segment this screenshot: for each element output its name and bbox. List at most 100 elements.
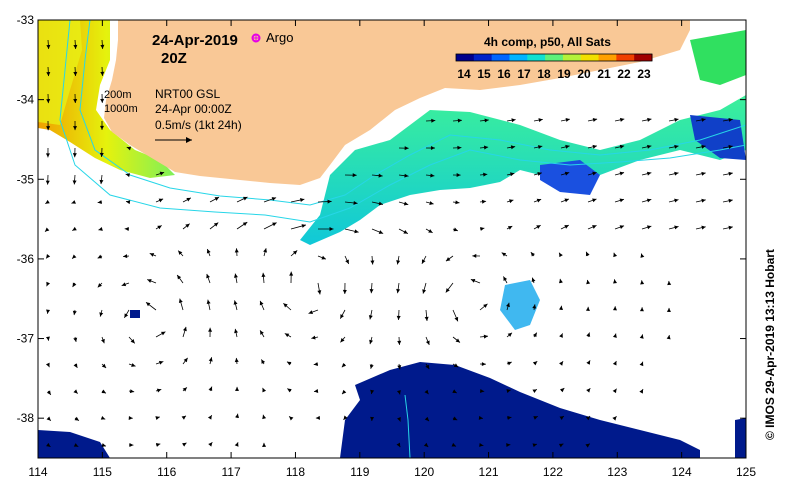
colorbar-segment — [527, 54, 546, 61]
current-arrow — [259, 330, 265, 338]
current-arrow — [287, 388, 292, 393]
current-arrow — [100, 39, 105, 49]
colorbar-title: 4h comp, p50, All Sats — [484, 35, 611, 49]
current-arrow — [695, 225, 706, 230]
current-arrow — [234, 357, 239, 365]
current-arrow — [182, 387, 188, 392]
current-arrow — [559, 305, 564, 311]
scale-arrow — [155, 137, 192, 143]
current-arrow — [587, 198, 597, 203]
current-arrow — [532, 443, 538, 448]
current-arrow — [101, 363, 107, 369]
argo-label: Argo — [266, 30, 293, 45]
current-arrow — [612, 360, 617, 366]
current-arrow — [176, 274, 184, 284]
current-arrow — [614, 117, 625, 122]
current-arrow — [182, 326, 187, 338]
current-arrow — [532, 304, 537, 311]
current-arrow — [236, 221, 248, 230]
current-arrow — [100, 93, 105, 103]
current-arrow — [45, 174, 50, 185]
current-arrow — [45, 336, 50, 341]
sst-cool-patch-far-east — [690, 115, 746, 160]
current-arrow — [396, 442, 401, 448]
isobath-south — [404, 394, 411, 458]
sst-cold-south — [340, 362, 700, 458]
current-arrow — [46, 309, 51, 314]
longitude-axis: 114 115 116 117 118 119 120 121 122 123 124 125 — [28, 20, 756, 479]
current-arrow — [479, 442, 484, 447]
current-arrow — [155, 388, 162, 393]
current-arrow — [125, 173, 131, 178]
current-arrow — [208, 386, 213, 392]
current-arrow — [368, 309, 373, 320]
current-arrow — [559, 333, 563, 338]
current-arrow — [560, 144, 570, 149]
current-arrow — [668, 117, 679, 122]
lon-tick-label: 118 — [286, 465, 305, 479]
current-arrow — [341, 362, 347, 368]
lat-tick-label: -34 — [17, 93, 35, 107]
current-arrow — [342, 282, 347, 294]
current-arrow — [182, 357, 188, 365]
colorbar-segment — [616, 54, 635, 61]
current-arrow — [425, 118, 436, 123]
current-arrow — [397, 363, 402, 370]
current-arrow — [308, 309, 319, 314]
current-arrow — [339, 309, 346, 319]
current-arrow — [479, 334, 489, 339]
current-arrow — [344, 173, 357, 178]
current-arrow — [46, 93, 51, 104]
colorbar-segment — [545, 54, 564, 61]
current-arrow — [585, 251, 590, 257]
lat-tick-label: -37 — [17, 332, 35, 346]
lat-tick-label: -35 — [17, 172, 35, 186]
current-arrow — [722, 171, 733, 176]
current-arrow — [235, 386, 240, 392]
current-arrow — [369, 363, 374, 369]
current-arrow — [233, 273, 238, 284]
current-arrow — [128, 363, 136, 367]
current-arrow — [396, 309, 401, 320]
current-arrow — [371, 201, 384, 206]
current-arrow — [478, 415, 484, 420]
current-arrow — [46, 66, 51, 77]
current-arrow — [722, 225, 733, 230]
current-arrow — [668, 171, 679, 176]
current-arrow — [181, 415, 187, 420]
current-arrow — [72, 174, 77, 185]
current-arrow — [479, 145, 489, 150]
title-time: 20Z — [161, 50, 187, 67]
isobath-1000m — [59, 20, 746, 223]
current-arrow — [479, 199, 487, 204]
current-arrow — [283, 302, 292, 311]
current-source-label: NRT00 GSL — [155, 87, 220, 101]
current-arrow — [73, 389, 78, 394]
lon-tick-label: 124 — [672, 465, 692, 479]
current-arrow — [612, 333, 617, 338]
current-arrow — [259, 300, 265, 311]
latitude-axis: -33 -34 -35 -36 -37 -38 — [17, 13, 746, 425]
current-arrow — [155, 442, 161, 447]
current-arrow — [641, 198, 652, 203]
current-arrow — [45, 199, 50, 205]
current-arrow — [46, 120, 51, 131]
lon-tick-label: 114 — [28, 465, 47, 479]
scale-label: 0.5m/s (1kt 24h) — [155, 118, 242, 132]
current-vectors — [44, 39, 733, 448]
current-arrow — [99, 174, 104, 185]
current-arrow — [97, 282, 103, 288]
current-arrow — [668, 144, 679, 149]
current-arrow — [290, 224, 307, 230]
current-arrow — [506, 118, 516, 123]
current-arrow — [182, 223, 190, 230]
current-arrow — [559, 278, 563, 284]
current-arrow — [97, 200, 103, 205]
current-arrow — [396, 255, 401, 265]
current-arrow — [145, 301, 157, 311]
plot-frame — [37, 19, 747, 459]
current-arrow — [370, 255, 375, 265]
colorbar-frame — [455, 53, 653, 62]
current-arrow — [313, 362, 319, 367]
current-arrow — [100, 66, 105, 76]
